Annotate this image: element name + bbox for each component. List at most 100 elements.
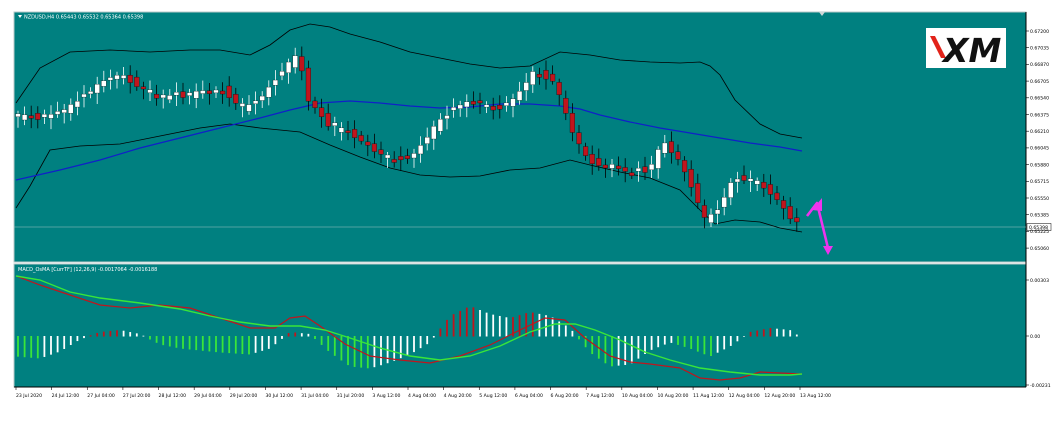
candle-body [325, 113, 331, 127]
candle-body [721, 197, 727, 208]
candle-body [477, 100, 483, 104]
candle-body [193, 90, 199, 99]
dropdown-triangle-icon[interactable] [18, 15, 22, 18]
candle-body [662, 142, 668, 154]
candle-body [754, 180, 760, 185]
candle-body [226, 85, 232, 98]
macd-header: MACD_OsMA [CurrTF] (12,26,9) -0.0017064 … [18, 267, 157, 273]
candle-body [200, 90, 206, 94]
candle-body [48, 114, 54, 119]
candle-body [642, 166, 648, 173]
candle-body [616, 165, 622, 169]
price-scale [1026, 12, 1060, 387]
candle-body [140, 86, 146, 90]
time-label: 10 Aug 20:00 [657, 393, 688, 399]
candle-body [437, 119, 443, 132]
time-label: 23 Jul 2020 [16, 393, 42, 399]
candle-body [134, 76, 140, 87]
time-label: 29 Jul 04:00 [194, 393, 222, 399]
candle-body [319, 107, 325, 117]
candle-body [688, 169, 694, 188]
candle-body [490, 106, 496, 111]
candle-body [418, 145, 424, 155]
time-label: 3 Aug 12:00 [372, 393, 400, 399]
price-tick-label: 0.66210 [1030, 129, 1049, 135]
candle-body [536, 74, 542, 78]
candle-body [385, 154, 391, 159]
candle-body [556, 82, 562, 95]
candle-body [444, 115, 450, 119]
candle-body [272, 79, 278, 86]
candle-body [74, 101, 80, 108]
candle-body [41, 114, 47, 118]
candle-body [484, 104, 490, 108]
candle-body [187, 92, 193, 96]
candle-body [160, 94, 166, 99]
price-tick-label: 0.66540 [1030, 96, 1049, 102]
candle-body [94, 84, 100, 94]
time-label: 27 Jul 04:00 [87, 393, 115, 399]
candle-body [602, 164, 608, 169]
candle-body [154, 94, 160, 99]
candle-body [305, 67, 311, 102]
candle-body [701, 205, 707, 218]
candle-body [635, 167, 641, 172]
candle-body [378, 149, 384, 155]
main-header-group: NZDUSD,H4 0.65443 0.65532 0.65364 0.6539… [18, 15, 143, 21]
candle-body [114, 75, 120, 80]
candle-body [28, 115, 34, 119]
time-label: 12 Aug 04:00 [729, 393, 760, 399]
candle-body [411, 153, 417, 159]
candle-body [576, 132, 582, 145]
candle-body [649, 164, 655, 171]
candlestick-series [15, 46, 800, 232]
current-price-tag [1026, 223, 1052, 231]
candle-body [794, 217, 800, 223]
candle-body [173, 91, 179, 96]
time-label: 7 Aug 12:00 [586, 393, 614, 399]
price-tick-label: 0.65060 [1030, 246, 1049, 252]
candle-body [167, 95, 173, 100]
candle-body [583, 146, 589, 156]
candle-body [239, 103, 245, 107]
shift-marker-icon[interactable] [819, 12, 825, 16]
candle-body [259, 95, 265, 101]
candle-body [464, 101, 470, 108]
time-label: 28 Jul 12:00 [159, 393, 187, 399]
candle-body [596, 158, 602, 166]
price-tick-label: 0.65880 [1030, 162, 1049, 168]
time-label: 31 Jul 04:00 [301, 393, 329, 399]
candle-body [253, 100, 259, 104]
candle-body [101, 80, 107, 87]
candle-body [147, 89, 153, 93]
time-label: 10 Aug 04:00 [622, 393, 653, 399]
macd-red-line [15, 275, 803, 381]
candle-body [589, 154, 595, 164]
candle-body [715, 209, 721, 215]
price-tick-label: 0.65550 [1030, 196, 1049, 202]
candle-body [523, 82, 529, 91]
time-label: 31 Jul 20:00 [337, 393, 365, 399]
candle-body [563, 98, 569, 114]
main-price-panel[interactable] [13, 11, 1027, 263]
forecast-arrow [805, 198, 833, 255]
candle-body [398, 156, 404, 161]
candle-body [668, 141, 674, 153]
price-tick-label: 0.66705 [1030, 79, 1049, 85]
candle-body [22, 114, 28, 121]
candle-body [107, 77, 113, 81]
candle-body [728, 182, 734, 198]
time-label: 5 Aug 12:00 [479, 393, 507, 399]
candle-body [774, 192, 780, 200]
time-label: 13 Aug 12:00 [800, 393, 831, 399]
candle-body [55, 111, 61, 115]
candle-body [345, 130, 351, 133]
candle-body [206, 90, 212, 94]
candle-body [365, 141, 371, 146]
macd-tick-label: -0.00231 [1030, 383, 1051, 389]
price-tick-label: 0.67200 [1030, 29, 1049, 35]
time-label: 24 Jul 12:00 [52, 393, 80, 399]
candle-body [88, 91, 94, 95]
price-tick-label: 0.65385 [1030, 213, 1049, 219]
